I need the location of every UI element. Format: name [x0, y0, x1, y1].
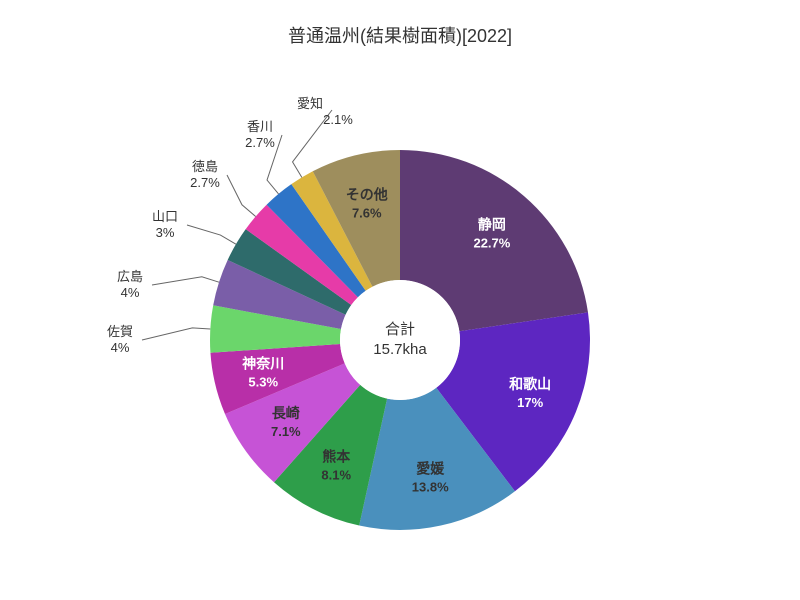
slice-label: 広島: [117, 269, 143, 284]
slice-pct: 22.7%: [473, 236, 510, 251]
slice-label: 香川: [247, 119, 273, 134]
slice-label: 徳島: [192, 159, 218, 174]
slice-label: その他: [346, 186, 388, 202]
slice-label: 神奈川: [242, 356, 284, 372]
slice-pct: 2.7%: [245, 135, 275, 150]
center-value: 15.7kha: [373, 341, 427, 358]
slice-label: 和歌山: [509, 376, 551, 392]
slice-pct: 7.6%: [352, 205, 382, 220]
slice-label: 愛媛: [416, 460, 445, 476]
slice-pct: 13.8%: [412, 479, 449, 494]
leader-line: [187, 225, 236, 244]
slice-pct: 4%: [111, 340, 130, 355]
leader-line: [227, 175, 256, 216]
donut-hole: [340, 280, 460, 400]
slice-pct: 2.1%: [323, 112, 353, 127]
slice-pct: 7.1%: [271, 424, 301, 439]
center-label: 合計: [385, 321, 415, 338]
slice-pct: 3%: [156, 225, 175, 240]
slice-label: 熊本: [322, 448, 351, 464]
slice-pct: 8.1%: [321, 467, 351, 482]
slice-pct: 17%: [517, 395, 543, 410]
slice-label: 佐賀: [107, 324, 133, 339]
leader-line: [142, 328, 210, 340]
slice-pct: 2.7%: [190, 175, 220, 190]
leader-line: [152, 277, 219, 285]
slice-label: 静岡: [478, 217, 506, 233]
slice-label: 山口: [152, 209, 178, 224]
slice-pct: 5.3%: [248, 375, 278, 390]
slice-label: 長崎: [272, 405, 300, 421]
slice-pct: 4%: [121, 285, 140, 300]
slice-label: 愛知: [297, 96, 323, 111]
pie-chart: 静岡 22.7% 和歌山 17% 愛媛 13.8% 熊本 8.1% 長崎 7.1% 神奈川 5.3% 佐…: [0, 0, 800, 600]
